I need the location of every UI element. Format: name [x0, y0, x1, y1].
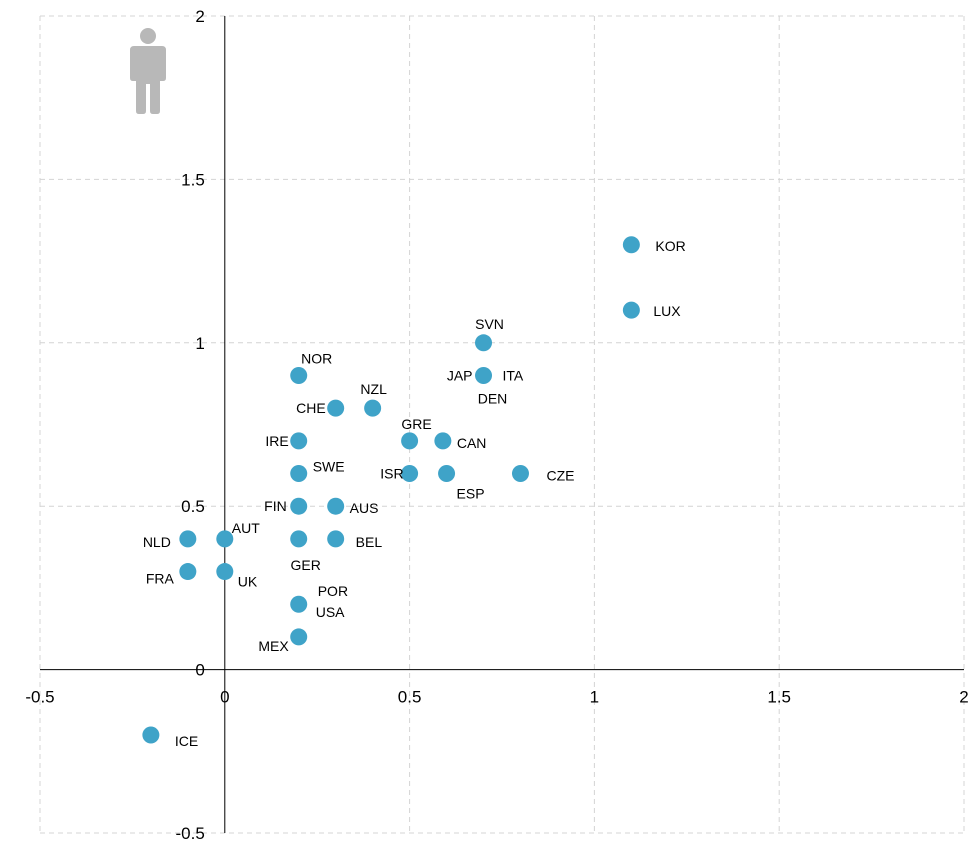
- data-point-fra: [179, 563, 197, 581]
- point-label-kor: KOR: [655, 238, 685, 254]
- x-tick-label: -0.5: [25, 688, 54, 707]
- point-label-mex: MEX: [258, 638, 289, 654]
- point-label-jap: JAP: [447, 367, 473, 383]
- axes: [40, 16, 964, 833]
- grid: [39, 15, 965, 834]
- point-label-fra: FRA: [146, 571, 175, 587]
- point-label-ita: ITA: [503, 367, 524, 383]
- data-point-ire: [290, 432, 308, 450]
- point-label-fin: FIN: [264, 498, 287, 514]
- point-label-ice: ICE: [175, 733, 198, 749]
- data-point-jap: [475, 366, 493, 384]
- data-point-bel: [327, 530, 345, 548]
- point-label-svn: SVN: [475, 316, 504, 332]
- data-point-fin: [290, 497, 308, 515]
- y-tick-label: 1: [195, 334, 204, 353]
- point-label-den: DEN: [478, 390, 508, 406]
- data-point-lux: [622, 301, 640, 319]
- point-label-ire: IRE: [265, 433, 288, 449]
- data-point-ice: [142, 726, 160, 744]
- data-point-esp: [438, 465, 456, 483]
- point-label-nzl: NZL: [360, 381, 387, 397]
- point-label-aut: AUT: [232, 520, 260, 536]
- data-point-nor: [290, 366, 308, 384]
- point-label-gre: GRE: [401, 416, 431, 432]
- point-label-cze: CZE: [546, 468, 574, 484]
- data-point-svn: [475, 334, 493, 352]
- point-label-che: CHE: [296, 400, 326, 416]
- point-label-nld: NLD: [143, 534, 171, 550]
- y-tick-label: 0.5: [181, 497, 205, 516]
- data-point-can: [434, 432, 452, 450]
- data-point-mex: [290, 628, 308, 646]
- x-tick-label: 1.5: [767, 688, 791, 707]
- data-point-nld: [179, 530, 197, 548]
- point-label-por: POR: [318, 583, 348, 599]
- data-point-nzl: [364, 399, 382, 417]
- data-point-por: [290, 595, 308, 613]
- data-point-swe: [290, 465, 308, 483]
- data-point-ger: [290, 530, 308, 548]
- point-label-lux: LUX: [653, 303, 681, 319]
- data-point-uk: [216, 563, 234, 581]
- y-tick-label: 0: [195, 661, 204, 680]
- point-label-ger: GER: [291, 557, 321, 573]
- y-tick-label: 1.5: [181, 170, 205, 189]
- data-point-aut: [216, 530, 234, 548]
- point-label-uk: UK: [238, 574, 258, 590]
- data-point-isr: [401, 465, 419, 483]
- x-tick-label: 0.5: [398, 688, 422, 707]
- data-points: [142, 236, 640, 744]
- person-icon: [130, 28, 166, 114]
- data-point-gre: [401, 432, 419, 450]
- point-label-aus: AUS: [350, 500, 379, 516]
- data-point-che: [327, 399, 345, 417]
- point-label-usa: USA: [316, 604, 345, 620]
- point-label-swe: SWE: [313, 459, 345, 475]
- data-point-aus: [327, 497, 345, 515]
- tick-labels: -0.5 0 0.5 1 1.5 2 -0.5 0 0.5 1 1.5 2: [25, 7, 968, 843]
- point-label-isr: ISR: [380, 466, 403, 482]
- point-label-can: CAN: [457, 435, 487, 451]
- x-tick-label: 1: [590, 688, 599, 707]
- point-label-esp: ESP: [457, 486, 485, 502]
- x-tick-label: 0: [220, 688, 229, 707]
- point-label-nor: NOR: [301, 350, 332, 366]
- data-point-cze: [511, 465, 529, 483]
- point-labels: KOR LUX SVN JAP ITA DEN NOR CHE NZL GRE CAN IRE SWE I…: [143, 238, 686, 749]
- x-tick-label: 2: [959, 688, 968, 707]
- y-tick-label: -0.5: [176, 824, 205, 843]
- y-tick-label: 2: [195, 7, 204, 26]
- data-point-kor: [622, 236, 640, 254]
- point-label-bel: BEL: [356, 534, 383, 550]
